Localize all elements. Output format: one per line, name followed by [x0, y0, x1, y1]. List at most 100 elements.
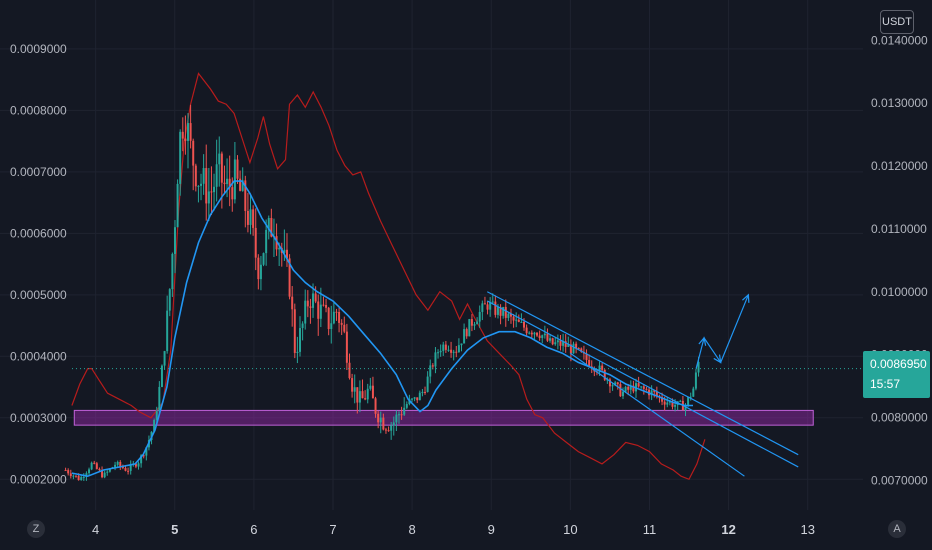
candle-body — [640, 386, 643, 388]
candle-body — [403, 407, 406, 415]
candle-body — [322, 304, 325, 306]
candle-body — [114, 464, 117, 468]
right-price-axis[interactable] — [863, 0, 932, 510]
candle-body — [369, 385, 372, 389]
candle-body — [249, 209, 252, 225]
candle-body — [82, 476, 85, 478]
x-tick-label: 6 — [250, 522, 257, 537]
candle-body — [119, 461, 122, 467]
candle-body — [299, 328, 302, 352]
candle-body — [137, 463, 140, 467]
candle-body — [67, 470, 70, 474]
candle-body — [447, 349, 450, 351]
candle-body — [496, 307, 499, 315]
candle-body — [632, 385, 635, 392]
candle-body — [400, 414, 403, 416]
candle-body — [608, 379, 611, 387]
left-tick-label: 0.0005000 — [10, 288, 67, 302]
candle-body — [213, 186, 216, 193]
candle-body — [140, 455, 143, 464]
candle-body — [679, 400, 682, 402]
candle-body — [171, 253, 174, 290]
candle-body — [470, 319, 473, 326]
candle-body — [361, 391, 364, 399]
candle-body — [546, 333, 549, 341]
candle-body — [697, 361, 700, 373]
left-tick-label: 0.0002000 — [10, 472, 67, 486]
candle-body — [569, 344, 572, 354]
candle-body — [694, 372, 697, 389]
x-tick-label: 5 — [171, 522, 178, 537]
candle-body — [390, 425, 393, 431]
candle-body — [210, 191, 213, 193]
candle-body — [194, 165, 197, 187]
candle-body — [450, 349, 453, 353]
candle-body — [515, 319, 518, 321]
candle-body — [426, 376, 429, 392]
candle-body — [291, 296, 294, 310]
candle-body — [460, 343, 463, 346]
x-tick-label: 12 — [721, 522, 735, 537]
candle-body — [236, 159, 239, 179]
right-tick-label: 0.0070000 — [871, 473, 928, 487]
candle-body — [384, 429, 387, 431]
candle-body — [124, 468, 127, 471]
candle-body — [262, 253, 265, 265]
candle-body — [200, 183, 203, 186]
currency-unit-button[interactable]: USDT — [880, 10, 914, 34]
candle-body — [189, 123, 192, 141]
candle-body — [90, 462, 93, 470]
candle-body — [134, 463, 137, 467]
left-tick-label: 0.0008000 — [10, 103, 67, 117]
candle-body — [330, 323, 333, 330]
candle-body — [88, 469, 91, 474]
candle-body — [69, 473, 72, 477]
candle-body — [254, 227, 257, 258]
candle-body — [619, 384, 622, 397]
candle-body — [379, 417, 382, 423]
candle-body — [226, 178, 229, 185]
x-tick-label: 7 — [329, 522, 336, 537]
timezone-button[interactable]: Z — [27, 520, 45, 538]
candle-body — [218, 153, 221, 165]
candle-body — [319, 304, 322, 319]
candle-body — [645, 388, 648, 390]
candle-body — [627, 386, 630, 390]
candle-body — [525, 327, 528, 334]
moving-average-line — [71, 180, 693, 478]
candle-body — [366, 388, 369, 400]
candle-body — [75, 475, 78, 477]
candle-body — [192, 140, 195, 166]
candle-body — [181, 131, 184, 139]
candle-body — [629, 385, 632, 390]
time-axis[interactable] — [0, 510, 932, 550]
candle-body — [655, 391, 658, 396]
candle-body — [491, 301, 494, 303]
candle-body — [429, 365, 432, 377]
candle-body — [155, 411, 158, 421]
candle-body — [270, 217, 273, 237]
candle-body — [80, 477, 83, 481]
candle-body — [650, 390, 653, 396]
candle-body — [377, 413, 380, 423]
candle-body — [689, 396, 692, 398]
candle-body — [517, 319, 520, 322]
auto-scale-button[interactable]: A — [888, 520, 906, 538]
candle-body — [364, 398, 367, 400]
candle-body — [481, 303, 484, 312]
candle-body — [93, 462, 96, 464]
candle-body — [231, 187, 234, 200]
support-zone — [73, 409, 814, 426]
candle-body — [327, 307, 330, 330]
candle-body — [332, 311, 335, 324]
candle-body — [580, 348, 583, 352]
candle-body — [98, 468, 101, 471]
candle-body — [356, 387, 359, 403]
candle-body — [533, 332, 536, 335]
candle-body — [671, 401, 674, 407]
x-tick-label: 10 — [563, 522, 577, 537]
candle-body — [168, 289, 171, 311]
candle-body — [343, 324, 346, 332]
candle-body — [575, 343, 578, 349]
